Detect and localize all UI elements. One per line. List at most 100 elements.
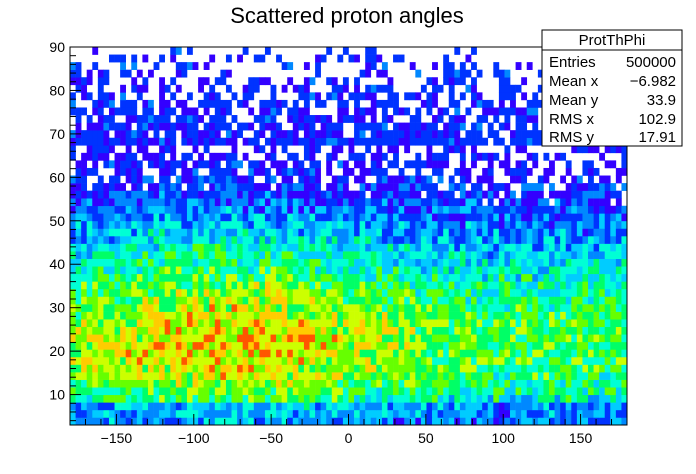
heatmap-cell (175, 288, 182, 297)
heatmap-cell (97, 115, 104, 123)
heatmap-cell (225, 394, 232, 403)
heatmap-cell (465, 387, 472, 396)
heatmap-cell (170, 364, 177, 373)
heatmap-cell (498, 341, 505, 350)
heatmap-cell (298, 228, 305, 237)
heatmap-cell (147, 379, 154, 388)
heatmap-cell (75, 213, 82, 222)
heatmap-cell (365, 145, 372, 154)
heatmap-cell (175, 99, 182, 108)
heatmap-cell (192, 62, 199, 70)
heatmap-cell (543, 311, 550, 320)
heatmap-cell (337, 326, 344, 335)
heatmap-cell (331, 402, 338, 411)
heatmap-cell (120, 372, 126, 380)
heatmap-cell (220, 394, 227, 403)
heatmap-cell (120, 251, 126, 259)
heatmap-cell (214, 311, 221, 320)
heatmap-cell (315, 304, 321, 312)
heatmap-cell (342, 288, 349, 297)
heatmap-cell (354, 417, 360, 426)
heatmap-cell (498, 205, 505, 214)
heatmap-cell (376, 319, 383, 328)
heatmap-cell (409, 236, 416, 244)
heatmap-cell (292, 296, 299, 305)
heatmap-cell (365, 296, 372, 305)
heatmap-cell (214, 183, 221, 191)
heatmap-cell (225, 137, 232, 146)
heatmap-cell (487, 356, 494, 365)
heatmap-cell (537, 319, 544, 328)
heatmap-cell (142, 372, 149, 380)
heatmap-cell (270, 236, 277, 244)
heatmap-cell (409, 356, 416, 365)
heatmap-cell (454, 296, 461, 305)
heatmap-cell (292, 266, 299, 275)
heatmap-cell (97, 349, 104, 358)
heatmap-cell (192, 326, 199, 335)
heatmap-cell (498, 334, 505, 343)
heatmap-cell (315, 288, 321, 297)
heatmap-cell (198, 160, 204, 169)
heatmap-cell (459, 251, 466, 259)
heatmap-cell (97, 228, 104, 237)
heatmap-cell (615, 349, 622, 358)
heatmap-cell (560, 402, 567, 411)
heatmap-cell (70, 243, 76, 252)
heatmap-cell (398, 364, 405, 373)
heatmap-cell (443, 122, 450, 131)
heatmap-cell (192, 243, 199, 252)
heatmap-cell (231, 228, 238, 237)
heatmap-cell (270, 334, 277, 343)
heatmap-cell (147, 205, 154, 214)
heatmap-cell (560, 258, 567, 267)
heatmap-cell (242, 183, 249, 191)
heatmap-cell (276, 167, 282, 176)
heatmap-cell (86, 319, 93, 328)
heatmap-cell (292, 379, 299, 388)
heatmap-cell (186, 107, 193, 116)
heatmap-cell (459, 77, 466, 86)
heatmap-cell (270, 364, 277, 373)
heatmap-cell (593, 266, 600, 275)
heatmap-cell (504, 266, 511, 275)
heatmap-cell (504, 220, 511, 229)
heatmap-cell (588, 198, 594, 207)
heatmap-cell (510, 281, 516, 290)
heatmap-cell (242, 372, 249, 380)
heatmap-cell (114, 228, 121, 237)
heatmap-cell (387, 115, 394, 123)
heatmap-cell (225, 84, 232, 93)
heatmap-cell (209, 99, 216, 108)
heatmap-cell (231, 137, 238, 146)
heatmap-cell (120, 236, 126, 244)
heatmap-cell (437, 228, 444, 237)
heatmap-cell (97, 372, 104, 380)
heatmap-cell (398, 220, 405, 229)
heatmap-cell (354, 198, 360, 207)
heatmap-cell (131, 402, 138, 411)
heatmap-cell (571, 236, 578, 244)
heatmap-cell (303, 417, 310, 426)
heatmap-cell (315, 266, 321, 275)
heatmap-cell (354, 107, 360, 116)
heatmap-cell (253, 54, 260, 63)
heatmap-cell (326, 47, 333, 55)
heatmap-cell (354, 311, 360, 320)
heatmap-cell (270, 281, 277, 290)
heatmap-cell (303, 84, 310, 93)
heatmap-cell (337, 288, 344, 297)
heatmap-cell (147, 341, 154, 350)
heatmap-cell (181, 243, 188, 252)
heatmap-cell (498, 137, 505, 146)
heatmap-cell (537, 266, 544, 275)
heatmap-cell (454, 115, 461, 123)
stats-label-rms-x: RMS x (549, 111, 595, 128)
heatmap-cell (125, 296, 132, 305)
heatmap-cell (153, 334, 160, 343)
heatmap-cell (359, 296, 366, 305)
heatmap-cell (404, 349, 411, 358)
heatmap-cell (437, 220, 444, 229)
heatmap-cell (543, 356, 550, 365)
heatmap-cell (181, 281, 188, 290)
